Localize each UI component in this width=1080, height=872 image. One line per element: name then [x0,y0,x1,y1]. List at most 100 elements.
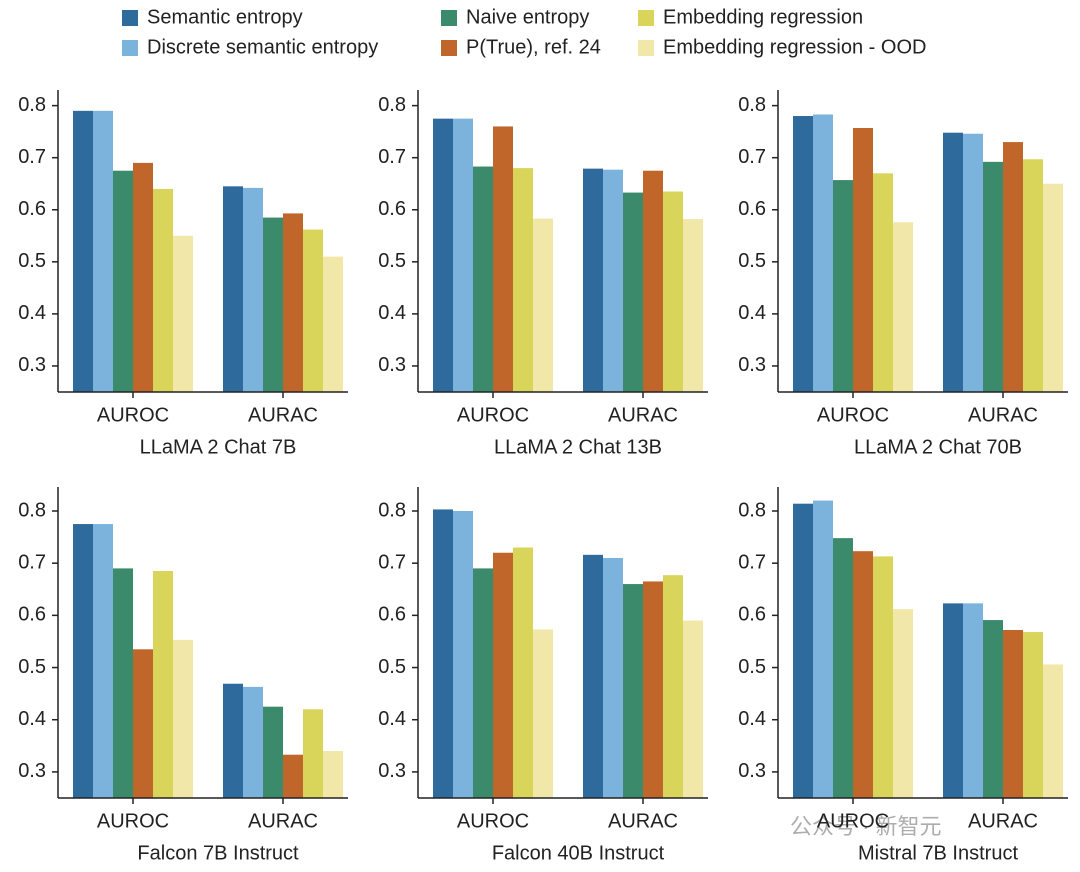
y-tick-label: 0.7 [738,551,766,573]
bar [683,219,703,392]
y-tick-label: 0.8 [18,499,46,521]
bar [303,709,323,798]
bar [533,629,553,798]
bar [813,500,833,798]
legend-swatch [638,10,654,26]
bar [263,217,283,392]
legend-label: Embedding regression - OOD [663,36,926,58]
bar [943,132,963,393]
bar [663,575,683,798]
y-tick-label: 0.5 [378,250,406,272]
legend-label: Embedding regression [663,6,863,28]
bar [893,222,913,392]
bar [243,187,263,392]
bar [473,166,493,392]
y-tick-label: 0.7 [738,146,766,168]
bar [433,118,453,392]
bar [893,609,913,798]
x-tick-label: AURAC [608,810,678,832]
x-tick-label: AUROC [97,404,169,426]
bar [113,170,133,392]
y-tick-label: 0.6 [378,198,406,220]
bar [793,116,813,392]
y-tick-label: 0.3 [378,354,406,376]
bar [223,683,243,798]
y-tick-label: 0.4 [738,302,766,324]
bar [1043,183,1063,392]
bar [873,173,893,392]
y-tick-label: 0.8 [378,94,406,116]
y-tick-label: 0.8 [378,499,406,521]
bar [623,584,643,798]
y-tick-label: 0.7 [18,146,46,168]
legend-label: Semantic entropy [147,6,303,28]
bar [93,524,113,798]
x-tick-label: AURAC [608,404,678,426]
bar [93,110,113,393]
bar [853,128,873,392]
bar [643,170,663,392]
x-tick-label: AURAC [248,404,318,426]
bar [243,686,263,798]
bar [433,509,453,798]
x-tick-label: AUROC [817,810,889,832]
legend-swatch [122,40,138,56]
bar [963,603,983,798]
y-tick-label: 0.5 [18,250,46,272]
bar [153,571,173,798]
y-tick-label: 0.6 [738,604,766,626]
bar [453,511,473,798]
bar [603,169,623,392]
legend-swatch [441,40,457,56]
legend-label: Naive entropy [466,6,589,28]
bar [943,603,963,798]
y-tick-label: 0.8 [738,499,766,521]
bar [583,168,603,392]
bar [1023,632,1043,798]
bar [73,110,93,393]
legend-swatch [122,10,138,26]
bar [1003,142,1023,392]
bar [223,186,243,392]
bar [173,235,193,392]
legend-swatch [441,10,457,26]
y-tick-label: 0.6 [738,198,766,220]
x-axis-title: Falcon 7B Instruct [137,842,299,864]
y-tick-label: 0.8 [18,94,46,116]
y-tick-label: 0.6 [378,604,406,626]
x-tick-label: AUROC [817,404,889,426]
bar [113,568,133,798]
y-tick-label: 0.5 [378,656,406,678]
bar [73,524,93,798]
y-tick-label: 0.7 [378,551,406,573]
bar [473,568,493,798]
bar [813,114,833,392]
bar [603,557,623,798]
x-tick-label: AUROC [97,810,169,832]
y-tick-label: 0.4 [378,708,406,730]
bar [833,538,853,798]
bar [513,168,533,392]
bar [283,754,303,798]
legend-label: P(True), ref. 24 [466,36,601,58]
y-tick-label: 0.5 [738,656,766,678]
bar [583,554,603,798]
bar [323,256,343,392]
bar [133,649,153,798]
y-tick-label: 0.5 [18,656,46,678]
bar [303,229,323,392]
bar [493,552,513,798]
legend-swatch [638,40,654,56]
bar [513,547,533,798]
y-tick-label: 0.7 [378,146,406,168]
y-tick-label: 0.5 [738,250,766,272]
bar [1023,159,1043,392]
bar [283,213,303,392]
x-axis-title: LLaMA 2 Chat 7B [140,436,297,458]
bar [453,118,473,392]
y-tick-label: 0.6 [18,604,46,626]
bar [493,126,513,392]
y-tick-label: 0.4 [378,302,406,324]
bar [173,639,193,798]
y-tick-label: 0.4 [18,708,46,730]
